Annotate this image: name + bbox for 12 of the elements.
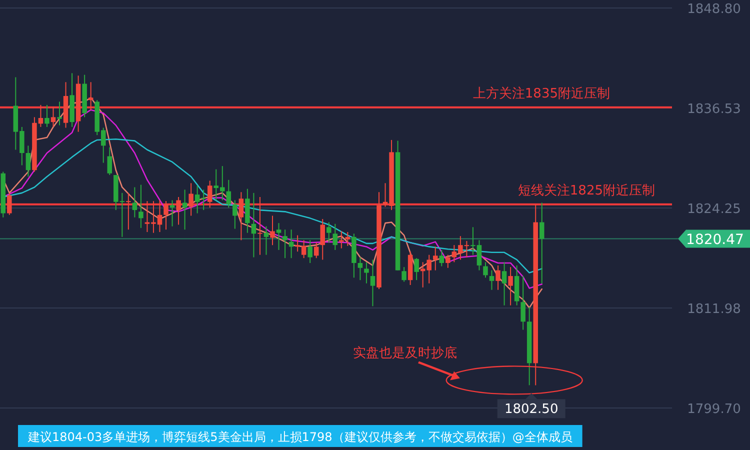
y-tick-label: 1811.98 — [687, 302, 741, 317]
ref-line-label: 上方关注1835附近压制 — [472, 85, 610, 102]
ref-line-label: 1820.47 — [686, 232, 744, 248]
ref-line-label: 短线关注1825附近压制 — [518, 183, 655, 198]
low-label: 1802.50 — [497, 393, 566, 418]
annotation: 实盘也是及时抄底 — [353, 346, 457, 362]
y-tick-label: 1848.80 — [687, 2, 741, 17]
annotation: 1802.50 — [504, 402, 558, 418]
banner: 建议1804-03多单进场，博弈短线5美金出局，止损1798（建议仅供参考，不做交易依据）@全体成员 — [18, 425, 582, 447]
y-tick-label: 1824.25 — [687, 202, 741, 217]
y-tick-label: 1836.53 — [687, 102, 741, 117]
y-tick-label: 1799.70 — [687, 402, 741, 417]
